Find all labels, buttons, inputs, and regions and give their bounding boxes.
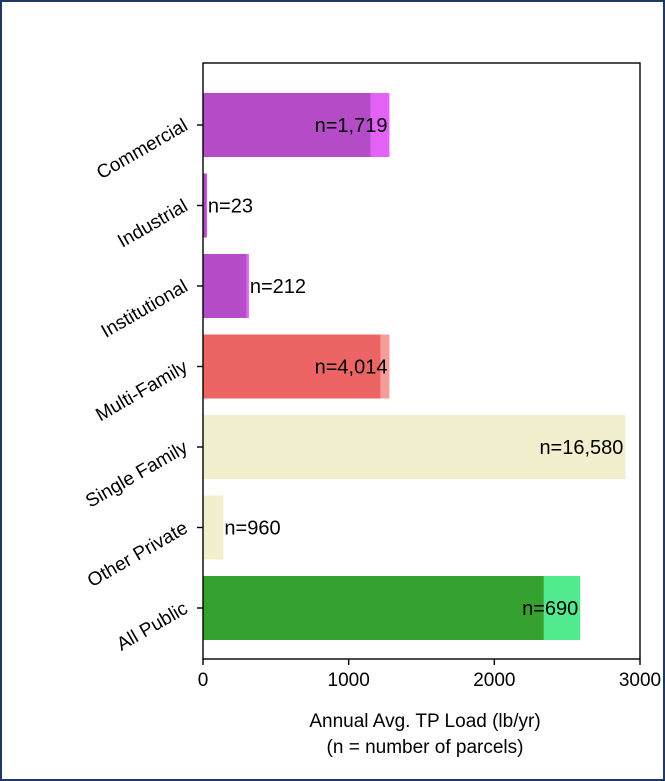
bar-label-commercial: n=1,719 — [315, 115, 388, 137]
plot-area-border — [202, 62, 641, 660]
bar-label-industrial: n=23 — [208, 196, 253, 218]
bar-label-single-family: n=16,580 — [539, 437, 623, 459]
y-axis: Commercial Industrial Institutional Multi-F… — [82, 115, 203, 655]
bars-group — [203, 93, 626, 640]
bar-institutional-segment-2 — [246, 254, 249, 318]
bar-institutional-segment-1 — [203, 254, 247, 318]
bar-label-other-private: n=960 — [224, 518, 280, 540]
y-tick-label-institutional: Institutional — [98, 276, 192, 342]
bar-label-institutional: n=212 — [250, 276, 306, 298]
x-axis-label: Annual Avg. TP Load (lb/yr) — [309, 711, 540, 732]
x-axis: 0 1000 2000 3000 — [198, 659, 661, 691]
bar-commercial-segment-2 — [370, 93, 390, 157]
x-tick-label-1000: 1000 — [328, 670, 370, 691]
bar-label-all-public: n=690 — [522, 598, 578, 620]
bar-all-public-segment-2 — [543, 576, 581, 640]
x-tick-label-0: 0 — [198, 670, 209, 691]
y-tick-label-commercial: Commercial — [93, 115, 191, 184]
y-tick-label-other-private: Other Private — [84, 518, 191, 592]
bar-other-private-segment-1 — [203, 495, 222, 560]
bar-single-family-segment-1 — [203, 415, 626, 479]
bar-all-public-segment-1 — [203, 576, 544, 640]
x-axis-label-note: (n = number of parcels) — [327, 737, 524, 758]
bar-industrial-segment-1 — [203, 173, 207, 238]
bar-commercial-segment-1 — [203, 93, 371, 157]
bar-multi-family-segment-1 — [203, 334, 381, 399]
bar-industrial-segment-2 — [206, 173, 208, 238]
y-tick-label-single-family: Single Family — [82, 437, 192, 512]
y-tick-label-all-public: All Public — [113, 598, 191, 655]
x-tick-label-2000: 2000 — [473, 670, 515, 691]
bar-other-private-segment-2 — [221, 495, 224, 560]
bar-multi-family-segment-2 — [380, 334, 390, 399]
y-tick-label-multi-family: Multi-Family — [92, 356, 192, 426]
x-tick-label-3000: 3000 — [619, 670, 661, 691]
bar-annotations: n=1,719 n=23 n=212 n=4,014 n=16,580 n=960 n=69… — [208, 115, 624, 620]
bar-label-multi-family: n=4,014 — [315, 357, 388, 379]
y-tick-label-industrial: Industrial — [114, 196, 191, 253]
